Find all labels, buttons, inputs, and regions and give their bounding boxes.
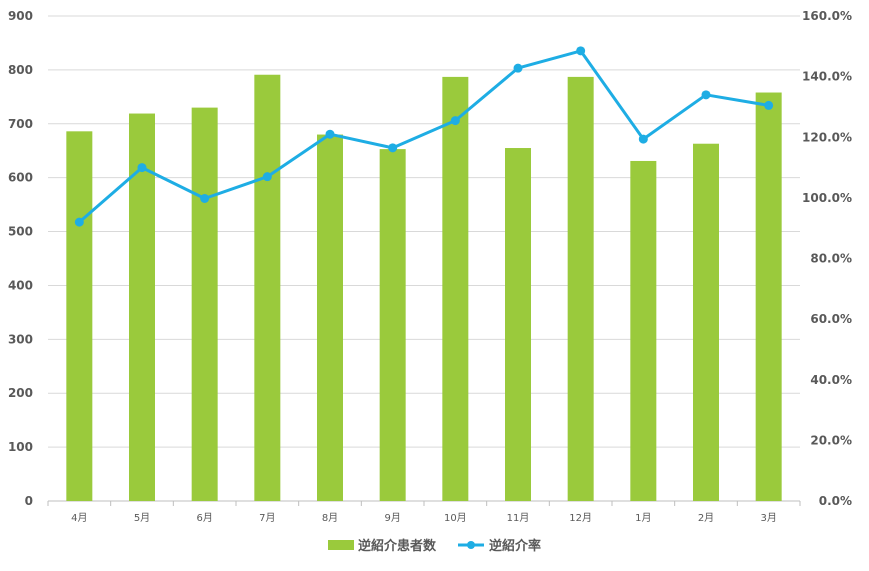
bar <box>567 76 594 502</box>
line-path <box>78 49 769 224</box>
line-series <box>74 46 774 227</box>
line-point <box>74 217 84 227</box>
legend: 逆紹介患者数 逆紹介率 <box>328 538 541 554</box>
x-tick-label: 7月 <box>259 512 275 524</box>
y-left-tick-label: 500 <box>8 225 33 239</box>
y-left-tick-label: 700 <box>8 117 33 131</box>
x-tick-label: 9月 <box>384 512 400 524</box>
line-point <box>701 90 711 100</box>
x-tick-label: 10月 <box>444 512 467 524</box>
legend-label-line: 逆紹介率 <box>489 538 541 554</box>
y-right-tick-label: 60.0% <box>810 312 852 326</box>
y-right-tick-label: 160.0% <box>802 9 852 23</box>
bar <box>693 143 719 501</box>
y-right-tick-label: 0.0% <box>819 494 852 508</box>
bar-series <box>66 74 782 502</box>
line-point <box>262 172 272 182</box>
legend-label-bar: 逆紹介患者数 <box>358 538 437 554</box>
right-axis: 0.0% 20.0% 40.0% 60.0% 80.0% 100.0% 120.0% 140.… <box>802 9 852 508</box>
x-tick-label: 4月 <box>71 512 87 524</box>
y-left-tick-label: 0 <box>25 494 33 508</box>
line-point <box>576 46 586 56</box>
y-left-tick-label: 300 <box>8 332 33 346</box>
bar <box>505 148 531 501</box>
y-left-tick-label: 900 <box>8 9 33 23</box>
gridlines <box>48 15 800 502</box>
y-right-tick-label: 40.0% <box>810 373 852 387</box>
bar <box>191 107 218 501</box>
bar <box>442 76 469 502</box>
line-point <box>450 116 460 126</box>
legend-swatch-marker <box>467 541 475 549</box>
bar <box>317 134 343 502</box>
line-point <box>764 100 774 110</box>
y-left-tick-label: 200 <box>8 386 33 400</box>
x-tick-label: 12月 <box>569 512 592 524</box>
y-left-tick-label: 600 <box>8 171 33 185</box>
line-point <box>325 129 335 139</box>
x-tick-label: 5月 <box>134 512 150 524</box>
y-right-tick-label: 20.0% <box>810 433 852 447</box>
line-point <box>513 63 523 73</box>
y-right-tick-label: 120.0% <box>802 130 852 144</box>
bar <box>379 149 406 501</box>
line-point <box>137 163 147 173</box>
bar <box>755 92 782 502</box>
legend-swatch-bar <box>328 540 354 550</box>
y-right-tick-label: 100.0% <box>802 191 852 205</box>
x-tick-label: 11月 <box>507 512 530 524</box>
bar <box>66 131 93 502</box>
x-tick-label: 1月 <box>635 512 651 524</box>
bar <box>630 160 657 501</box>
x-tick-label: 2月 <box>698 512 714 524</box>
y-right-tick-label: 80.0% <box>810 252 852 266</box>
bar <box>129 113 155 502</box>
y-left-tick-label: 800 <box>8 63 33 77</box>
y-left-tick-label: 100 <box>8 440 33 454</box>
line-point <box>638 134 648 144</box>
line-point <box>388 143 398 153</box>
left-axis: 0 100 200 300 400 500 600 700 800 900 <box>8 9 33 508</box>
x-tick-label: 6月 <box>196 512 212 524</box>
x-tick-label: 3月 <box>760 512 776 524</box>
x-tick-label: 8月 <box>322 512 338 524</box>
y-left-tick-label: 400 <box>8 278 33 292</box>
line-point <box>200 193 210 203</box>
x-axis: 4月 5月 6月 7月 8月 9月 10月 11月 12月 1月 2月 3月 <box>47 501 801 524</box>
y-right-tick-label: 140.0% <box>802 70 852 84</box>
bar <box>254 74 281 501</box>
